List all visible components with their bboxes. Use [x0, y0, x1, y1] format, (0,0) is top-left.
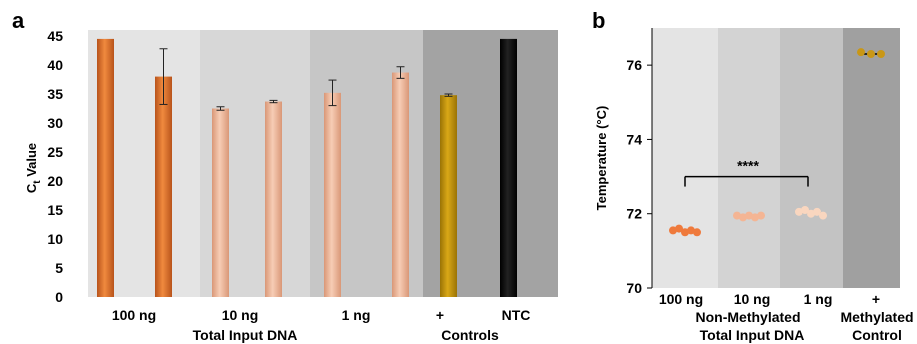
y-tick-label: 74 — [626, 131, 642, 147]
background-band — [780, 28, 843, 288]
y-tick-label: 10 — [47, 231, 63, 247]
x-tick-label: 10 ng — [222, 307, 259, 323]
data-point — [669, 226, 677, 235]
group-label-total-input-dna: Total Input DNA — [700, 327, 805, 343]
y-tick-label: 35 — [47, 86, 63, 102]
y-tick-label: 25 — [47, 144, 63, 160]
y-tick-label: 70 — [626, 280, 642, 296]
data-point — [757, 211, 765, 220]
y-tick-label: 5 — [55, 260, 63, 276]
background-band — [843, 28, 900, 288]
y-tick-label: 45 — [47, 28, 63, 44]
data-point — [751, 213, 759, 222]
x-tick-label: 100 ng — [659, 291, 703, 307]
bar — [392, 72, 409, 297]
data-point — [675, 224, 683, 233]
y-axis-title-rest: Value — [24, 143, 39, 181]
background-band — [718, 28, 780, 288]
panel-label-b: b — [592, 8, 605, 33]
data-point — [877, 50, 885, 58]
group-label-non-methylated: Non-Methylated — [696, 309, 801, 325]
y-axis-title: Temperature (°C) — [594, 106, 609, 211]
x-tick-label: 100 ng — [112, 307, 156, 323]
data-point — [801, 206, 809, 214]
data-point — [807, 209, 815, 218]
y-tick-label: 30 — [47, 115, 63, 131]
data-point — [745, 211, 753, 220]
y-tick-label: 0 — [55, 289, 63, 305]
y-tick-label: 76 — [626, 57, 642, 73]
x-tick-label: 10 ng — [734, 291, 771, 307]
y-axis-title-sub: t — [32, 180, 43, 184]
y-tick-label: 20 — [47, 173, 63, 189]
panel-b-chart: 70 72 74 76 Temperature (°C) **** 100 ng 10 ng 1… — [594, 28, 914, 343]
bar — [155, 76, 172, 297]
data-point — [681, 228, 689, 237]
control-label-control: Control — [852, 327, 902, 343]
control-label-methylated: Methylated — [840, 309, 913, 325]
data-point — [819, 211, 827, 220]
data-point — [687, 226, 695, 235]
bar — [500, 38, 517, 298]
x-tick-label: NTC — [502, 307, 531, 323]
y-tick-label: 15 — [47, 202, 63, 218]
significance-stars: **** — [737, 158, 759, 174]
group-label-input-dna: Total Input DNA — [193, 327, 298, 343]
data-point — [795, 207, 803, 216]
y-axis-title-main: C — [24, 183, 39, 193]
x-tick-label: 1 ng — [342, 307, 371, 323]
data-point — [693, 228, 701, 237]
bar — [212, 108, 229, 297]
y-tick-label: 40 — [47, 57, 63, 73]
group-label-controls: Controls — [441, 327, 499, 343]
background-band — [652, 28, 718, 288]
panel-a-chart: 0 5 10 15 20 25 30 35 40 45 Ct Value 100 ng 10 ng 1 n… — [24, 28, 558, 343]
data-point — [857, 48, 865, 57]
bar — [97, 38, 114, 298]
data-point — [867, 50, 875, 58]
x-tick-label: + — [872, 291, 880, 307]
data-point — [739, 213, 747, 222]
bar — [265, 101, 282, 297]
data-point — [733, 211, 741, 220]
y-axis-title: Ct Value — [24, 143, 43, 193]
panel-label-a: a — [12, 8, 25, 33]
x-tick-label: 1 ng — [804, 291, 833, 307]
bar — [440, 95, 457, 297]
x-tick-label: + — [436, 307, 444, 323]
data-point — [813, 207, 821, 216]
y-tick-label: 72 — [626, 206, 642, 222]
bar — [324, 92, 341, 297]
